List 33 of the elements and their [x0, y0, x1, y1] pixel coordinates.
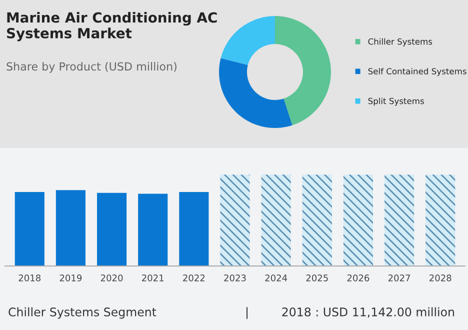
- legend-label: Chiller Systems: [368, 38, 432, 46]
- bar: [426, 174, 456, 266]
- bar: [138, 194, 168, 266]
- bar: [302, 174, 332, 266]
- x-tick-label: 2021: [142, 274, 164, 282]
- x-tick-label: 2027: [388, 274, 410, 282]
- x-tick-label: 2024: [265, 274, 288, 282]
- bar: [261, 174, 291, 266]
- bar: [220, 174, 250, 266]
- bar: [179, 192, 209, 266]
- x-tick-label: 2019: [60, 274, 82, 282]
- x-tick-label: 2018: [18, 274, 41, 282]
- x-tick-label: 2026: [347, 274, 370, 282]
- x-tick-label: 2025: [306, 274, 328, 282]
- x-tick-label: 2020: [100, 274, 123, 282]
- chart-title: Marine Air Conditioning AC Systems Market: [6, 12, 217, 42]
- text: 2018 : USD 11,142.00 million: [282, 307, 454, 318]
- bar: [56, 190, 86, 266]
- legend-label: Split Systems: [368, 98, 424, 106]
- text: |: [246, 307, 248, 319]
- bar: [14, 192, 44, 266]
- x-tick-label: 2023: [224, 274, 246, 282]
- bar: [343, 174, 373, 266]
- bar: [384, 174, 414, 266]
- text: Share by Product (USD million): [6, 62, 176, 73]
- x-tick-label: 2028: [430, 274, 452, 282]
- x-tick-label: 2022: [183, 274, 205, 282]
- donut-slice: [219, 58, 292, 128]
- legend-label: Self Contained Systems: [368, 68, 466, 76]
- donut-slice: [220, 16, 275, 66]
- donut-slice: [275, 16, 331, 126]
- text: Chiller Systems Segment: [8, 307, 156, 319]
- bar: [97, 192, 127, 266]
